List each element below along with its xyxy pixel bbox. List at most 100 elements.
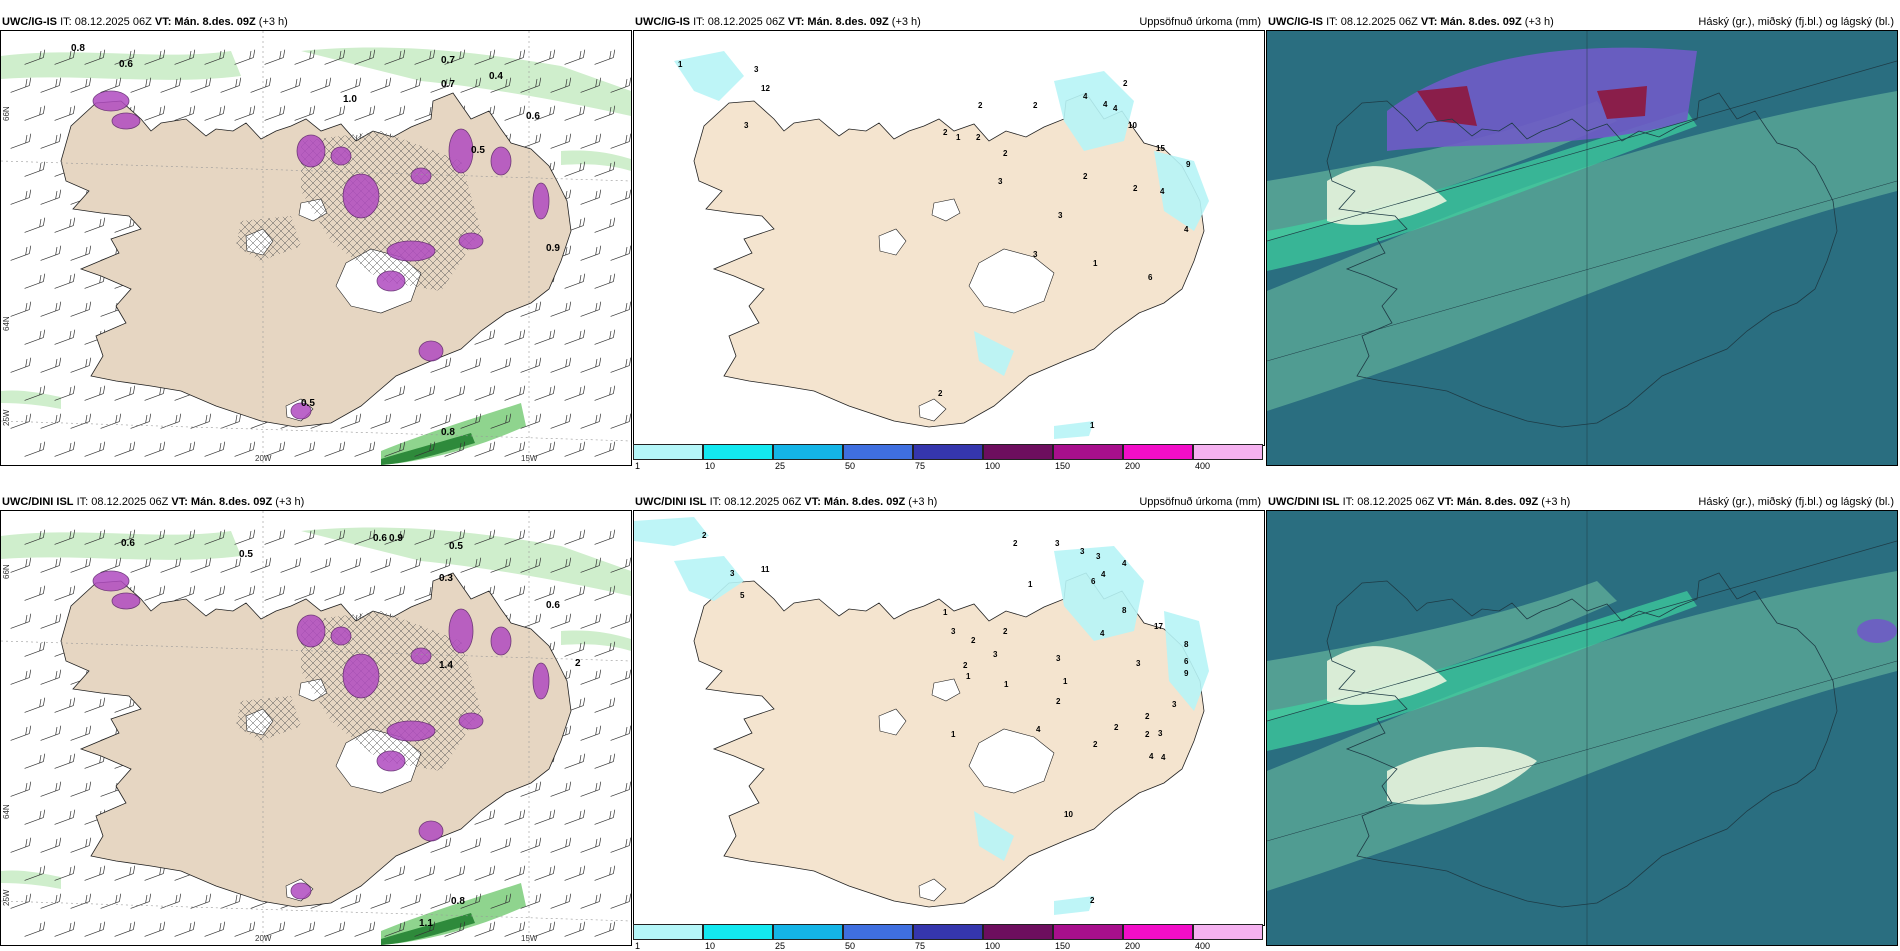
row1-cloud-map[interactable] bbox=[1266, 30, 1898, 466]
precip-area bbox=[674, 51, 744, 101]
colorbar-tick-label: 150 bbox=[1055, 941, 1071, 951]
row2-precip-map[interactable]: 2 3 11 5 2 3 1 3 1 3 2 2 3 2 1 1 3 1 2 3 4 6 4 8 17 4 3 8 6 9 3 2 2 3 2 2 4 4… bbox=[633, 510, 1265, 926]
wind-barb bbox=[430, 77, 452, 93]
glacier bbox=[918, 398, 947, 422]
precip-amount-label: 1 bbox=[1090, 421, 1095, 430]
colorbar-swatch bbox=[1193, 924, 1263, 940]
precip-amount-label: 2 bbox=[938, 389, 943, 398]
wind-barb bbox=[220, 557, 242, 573]
wind-barb bbox=[114, 865, 136, 881]
wind-barb bbox=[414, 529, 436, 545]
precip-amount-label: 2 bbox=[1145, 712, 1150, 721]
row2-wind-map[interactable]: 0.6 0.5 0.6 0.9 0.5 0.3 0.6 0.8 1.1 1.4 2 20W 15W 66N… bbox=[0, 510, 632, 946]
wind-barb bbox=[444, 441, 466, 457]
wind-barb bbox=[400, 77, 422, 93]
precip-amount-label: 1 bbox=[1063, 677, 1068, 686]
wind-speed-label: 0.7 bbox=[441, 79, 455, 90]
colorbar-swatch bbox=[1123, 924, 1193, 940]
wind-barb bbox=[384, 865, 406, 881]
colorbar-swatch bbox=[843, 924, 913, 940]
wind-barb bbox=[24, 273, 46, 289]
row2-wind-title: UWC/DINI ISL IT: 08.12.2025 06Z VT: Mán.… bbox=[0, 494, 632, 510]
wind-barb bbox=[100, 557, 122, 573]
convective-precip-blob bbox=[296, 614, 326, 648]
wind-barb bbox=[220, 893, 242, 909]
wind-barb bbox=[550, 413, 572, 429]
wind-barb bbox=[24, 921, 46, 937]
wind-barb bbox=[24, 529, 46, 545]
wind-barb bbox=[10, 669, 32, 685]
wind-barb bbox=[384, 105, 406, 121]
wind-barb bbox=[160, 557, 182, 573]
row1-wind-map[interactable]: 0.8 0.6 0.7 0.4 0.7 0.6 0.5 0.9 0.8 1.0 0.5 20W 15W 6… bbox=[0, 30, 632, 466]
wind-barb bbox=[264, 921, 286, 937]
colorbar-tick-label: 10 bbox=[705, 941, 716, 951]
wind-speed-label: 1.0 bbox=[343, 94, 357, 105]
wind-barb bbox=[474, 385, 496, 401]
wind-barb bbox=[384, 385, 406, 401]
precip-amount-label: 9 bbox=[1186, 160, 1191, 169]
wind-barb bbox=[54, 273, 76, 289]
wind-barb bbox=[54, 753, 76, 769]
colorbar-tick-label: 25 bbox=[775, 461, 786, 471]
moisture-band bbox=[1, 390, 61, 409]
precip-area bbox=[1054, 896, 1094, 915]
wind-barb bbox=[114, 529, 136, 545]
wind-barb bbox=[280, 77, 302, 93]
wind-barb bbox=[190, 557, 212, 573]
wind-barb bbox=[384, 49, 406, 65]
colorbar-tick-label: 75 bbox=[915, 461, 926, 471]
wind-speed-label: 0.6 bbox=[546, 600, 560, 611]
wind-barb bbox=[594, 529, 616, 545]
row1-cloud-title: UWC/IG-IS IT: 08.12.2025 06Z VT: Mán. 8.… bbox=[1266, 14, 1898, 30]
precip-amount-label: 2 bbox=[971, 636, 976, 645]
precip-amount-label: 1 bbox=[943, 608, 948, 617]
wind-barb bbox=[580, 725, 602, 741]
moisture-band bbox=[301, 47, 631, 116]
convective-precip-blob bbox=[458, 712, 484, 730]
colorbar-swatch bbox=[1123, 444, 1193, 460]
precip-amount-label: 4 bbox=[1101, 570, 1106, 579]
wind-barb bbox=[10, 725, 32, 741]
convective-precip-blob bbox=[410, 167, 432, 185]
wind-barb bbox=[400, 893, 422, 909]
valid-time: VT: Mán. 8.des. 09Z bbox=[171, 496, 273, 508]
precip-amount-label: 6 bbox=[1091, 577, 1096, 586]
convective-precip-blob bbox=[111, 112, 141, 130]
precip-hatch-area bbox=[236, 696, 301, 741]
wind-barb bbox=[550, 613, 572, 629]
wind-barb bbox=[504, 585, 526, 601]
row1-precip-map[interactable]: 1 3 12 3 2 1 2 2 2 2 2 3 3 4 4 4 2 10 15 2 9 4 1 6 4 3 1 2 bbox=[633, 30, 1265, 446]
wind-barb bbox=[84, 49, 106, 65]
row2-precip-panel: UWC/DINI ISL IT: 08.12.2025 06Z VT: Mán.… bbox=[633, 494, 1265, 951]
wind-barb bbox=[534, 385, 556, 401]
wind-barb bbox=[564, 273, 586, 289]
wind-barb bbox=[264, 49, 286, 65]
wind-barb bbox=[24, 217, 46, 233]
wind-barb bbox=[234, 49, 256, 65]
wind-barb bbox=[610, 781, 631, 797]
wind-barb bbox=[144, 529, 166, 545]
wind-barb bbox=[490, 893, 512, 909]
wind-barb bbox=[354, 529, 376, 545]
row2-cloud-map[interactable] bbox=[1266, 510, 1898, 946]
cloud-variable-title: Háský (gr.), miðský (fj.bl.) og lágský (… bbox=[1698, 16, 1894, 28]
wind-barb bbox=[84, 217, 106, 233]
wind-barb bbox=[40, 837, 62, 853]
precip-amount-label: 3 bbox=[1055, 539, 1060, 548]
convective-precip-blob bbox=[330, 146, 352, 166]
wind-barb bbox=[384, 921, 406, 937]
precip-amount-label: 6 bbox=[1148, 273, 1153, 282]
wind-barb bbox=[580, 133, 602, 149]
valid-time: VT: Mán. 8.des. 09Z bbox=[804, 496, 906, 508]
precip-amount-label: 2 bbox=[1090, 896, 1095, 905]
precip-amount-label: 2 bbox=[1123, 79, 1128, 88]
wind-barb bbox=[414, 385, 436, 401]
convective-precip-blob bbox=[330, 626, 352, 646]
wind-speed-label: 0.5 bbox=[301, 398, 315, 409]
wind-speed-label: 0.7 bbox=[441, 55, 455, 66]
wind-speed-label: 0.9 bbox=[389, 533, 403, 544]
precip-area bbox=[1054, 421, 1094, 439]
precip-amount-label: 3 bbox=[1080, 547, 1085, 556]
wind-barb bbox=[204, 921, 226, 937]
